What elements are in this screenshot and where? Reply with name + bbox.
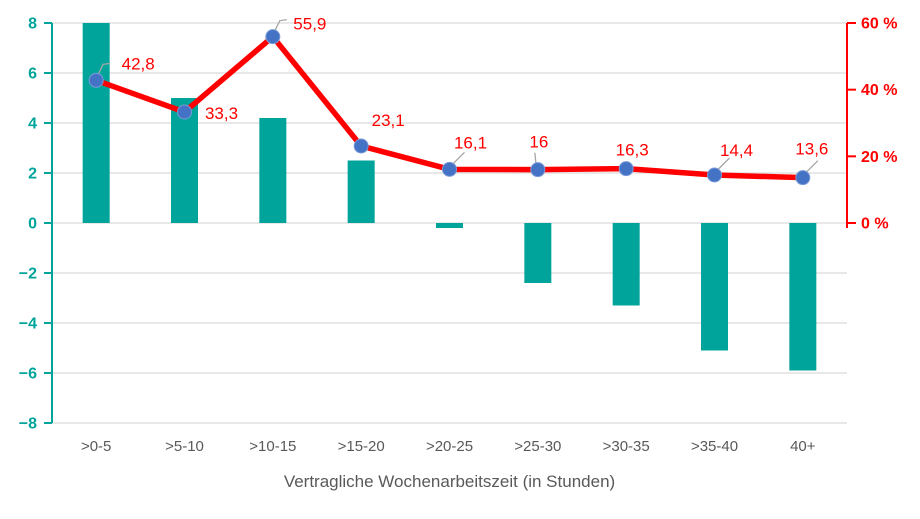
leader-line <box>806 160 819 173</box>
bar <box>789 223 817 371</box>
bar <box>259 118 287 223</box>
data-label: 16,1 <box>454 133 487 152</box>
x-axis-title: Vertragliche Wochenarbeitszeit (in Stund… <box>283 472 616 491</box>
bar <box>82 23 110 223</box>
marker <box>177 104 192 120</box>
marker <box>795 170 811 186</box>
marker <box>442 161 457 177</box>
bar <box>612 223 640 306</box>
category-label: >35-40 <box>691 438 738 455</box>
data-label: 55,9 <box>293 15 326 34</box>
right-axis-tick-label: 60 % <box>861 16 897 33</box>
left-axis-tick-label: −6 <box>19 366 37 383</box>
left-axis-tick-label: 2 <box>28 166 37 183</box>
left-axis-tick-label: −4 <box>19 316 37 333</box>
marker <box>707 167 722 183</box>
left-axis-tick-label: 4 <box>28 116 37 133</box>
marker <box>265 29 281 45</box>
left-axis-tick-label: 6 <box>28 66 37 83</box>
left-axis-tick-label: 8 <box>28 16 37 33</box>
category-label: 40+ <box>790 438 816 455</box>
left-axis-tick-label: −2 <box>19 266 37 283</box>
left-axis-tick-label: 0 <box>28 216 37 233</box>
bar <box>347 160 375 223</box>
data-label: 33,3 <box>205 104 238 123</box>
data-label: 23,1 <box>372 111 405 130</box>
leader-line <box>453 151 465 164</box>
leader-line <box>534 152 537 163</box>
trend-line <box>93 33 806 181</box>
right-axis-tick-label: 40 % <box>861 82 897 99</box>
bar <box>524 223 552 283</box>
data-label: 14,4 <box>720 141 753 160</box>
marker <box>530 162 546 178</box>
marker <box>88 72 104 88</box>
leader-line <box>274 19 287 31</box>
bar <box>701 223 728 351</box>
left-axis-tick-label: −8 <box>19 416 37 433</box>
marker <box>353 138 369 154</box>
category-label: >10-15 <box>249 438 296 455</box>
marker <box>618 161 634 177</box>
category-label: >0-5 <box>81 438 111 455</box>
data-label: 16 <box>529 133 548 152</box>
bar <box>436 223 463 228</box>
right-axis-tick-label: 0 % <box>861 216 889 233</box>
right-axis-tick-label: 20 % <box>861 149 897 166</box>
category-label: >20-25 <box>426 438 473 455</box>
leader-line <box>97 62 111 75</box>
data-label: 42,8 <box>122 54 155 73</box>
category-label: >25-30 <box>514 438 561 455</box>
data-label: 13,6 <box>795 140 828 159</box>
category-label: >30-35 <box>603 438 650 455</box>
category-label: >5-10 <box>165 438 204 455</box>
leader-line <box>718 157 730 170</box>
data-label: 16,3 <box>616 141 649 160</box>
category-label: >15-20 <box>338 438 385 455</box>
